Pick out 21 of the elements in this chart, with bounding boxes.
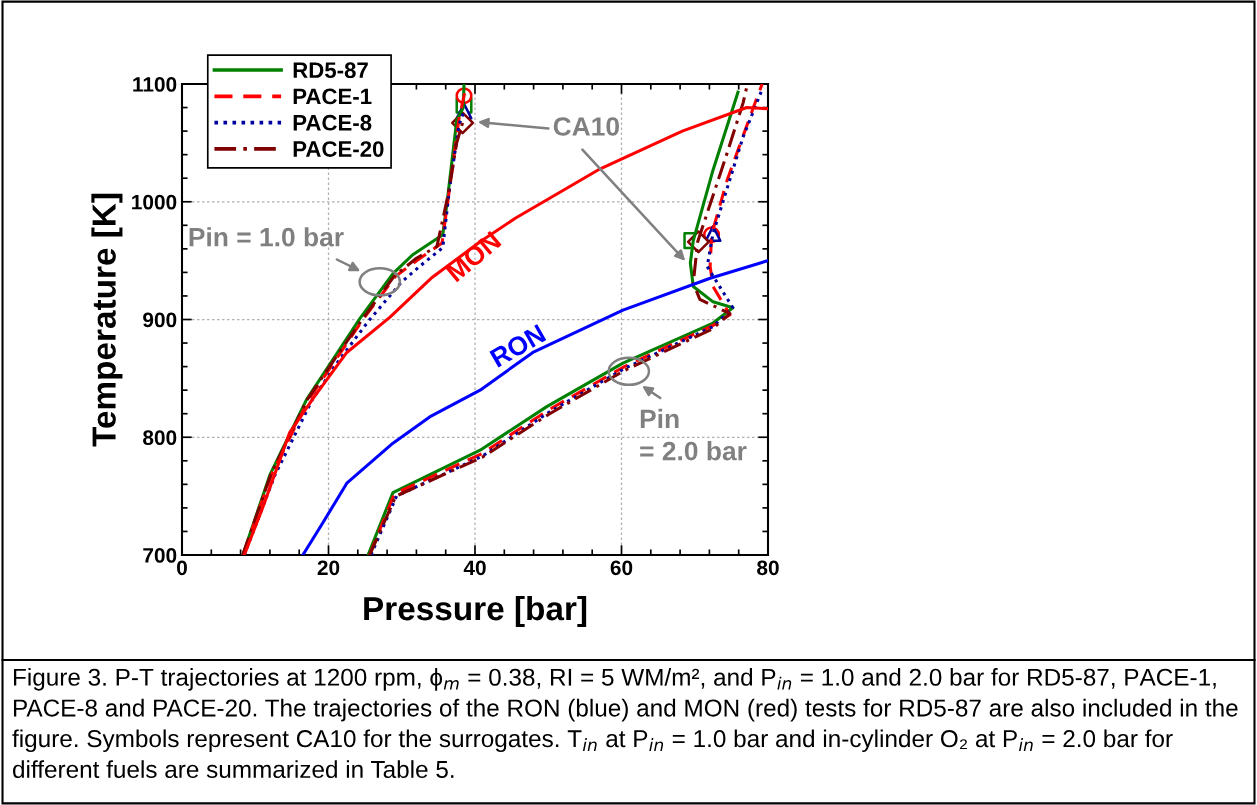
y-tick-label: 1000 [132,194,177,210]
y-axis-title: Temperature [K] [91,193,123,447]
legend-label: PACE-1 [293,88,372,105]
annotation: RON [489,323,547,368]
x-tick-label: 0 [177,560,187,576]
annotation: CA10 [553,117,619,136]
legend-label: PACE-8 [293,114,372,131]
y-tick-label: 1100 [133,77,177,92]
text: Figure 3. P-T trajectories at 1200 rpm, ϕ$_{m}$ = 0.38, RI = 5 WM/m², and P$_{in}$ = 1.0 and 2.0 bar for RD5-87, PACE-1, PACE-8 and PACE-20. The trajectories of the RON (blue) and MON (red) tests for RD5-87 are also included in the figure. Symbols represent CA10 for the surrogates. T$_{in}$ at P$_{in}$ = 1.0 bar and in-cylinder O₂ at P$_{in}$ = 2.0 bar for different fuels are summarized in Table 5. [12,668,1238,779]
x-axis-title: Pressure [bar] [364,595,587,628]
x-tick-label: 20 [317,560,340,576]
legend-label: RD5-87 [293,62,368,79]
y-tick-label: 700 [143,548,177,563]
x-tick-label: 40 [463,560,486,576]
annotation: Pin = 2.0 bar [640,408,747,461]
legend-label: PACE-20 [293,141,384,157]
x-tick-label: 60 [610,560,633,576]
annotation: Pin = 1.0 bar [189,227,344,247]
y-tick-label: 900 [143,312,177,328]
x-tick-label: 80 [757,560,779,576]
y-tick-label: 800 [143,430,177,445]
